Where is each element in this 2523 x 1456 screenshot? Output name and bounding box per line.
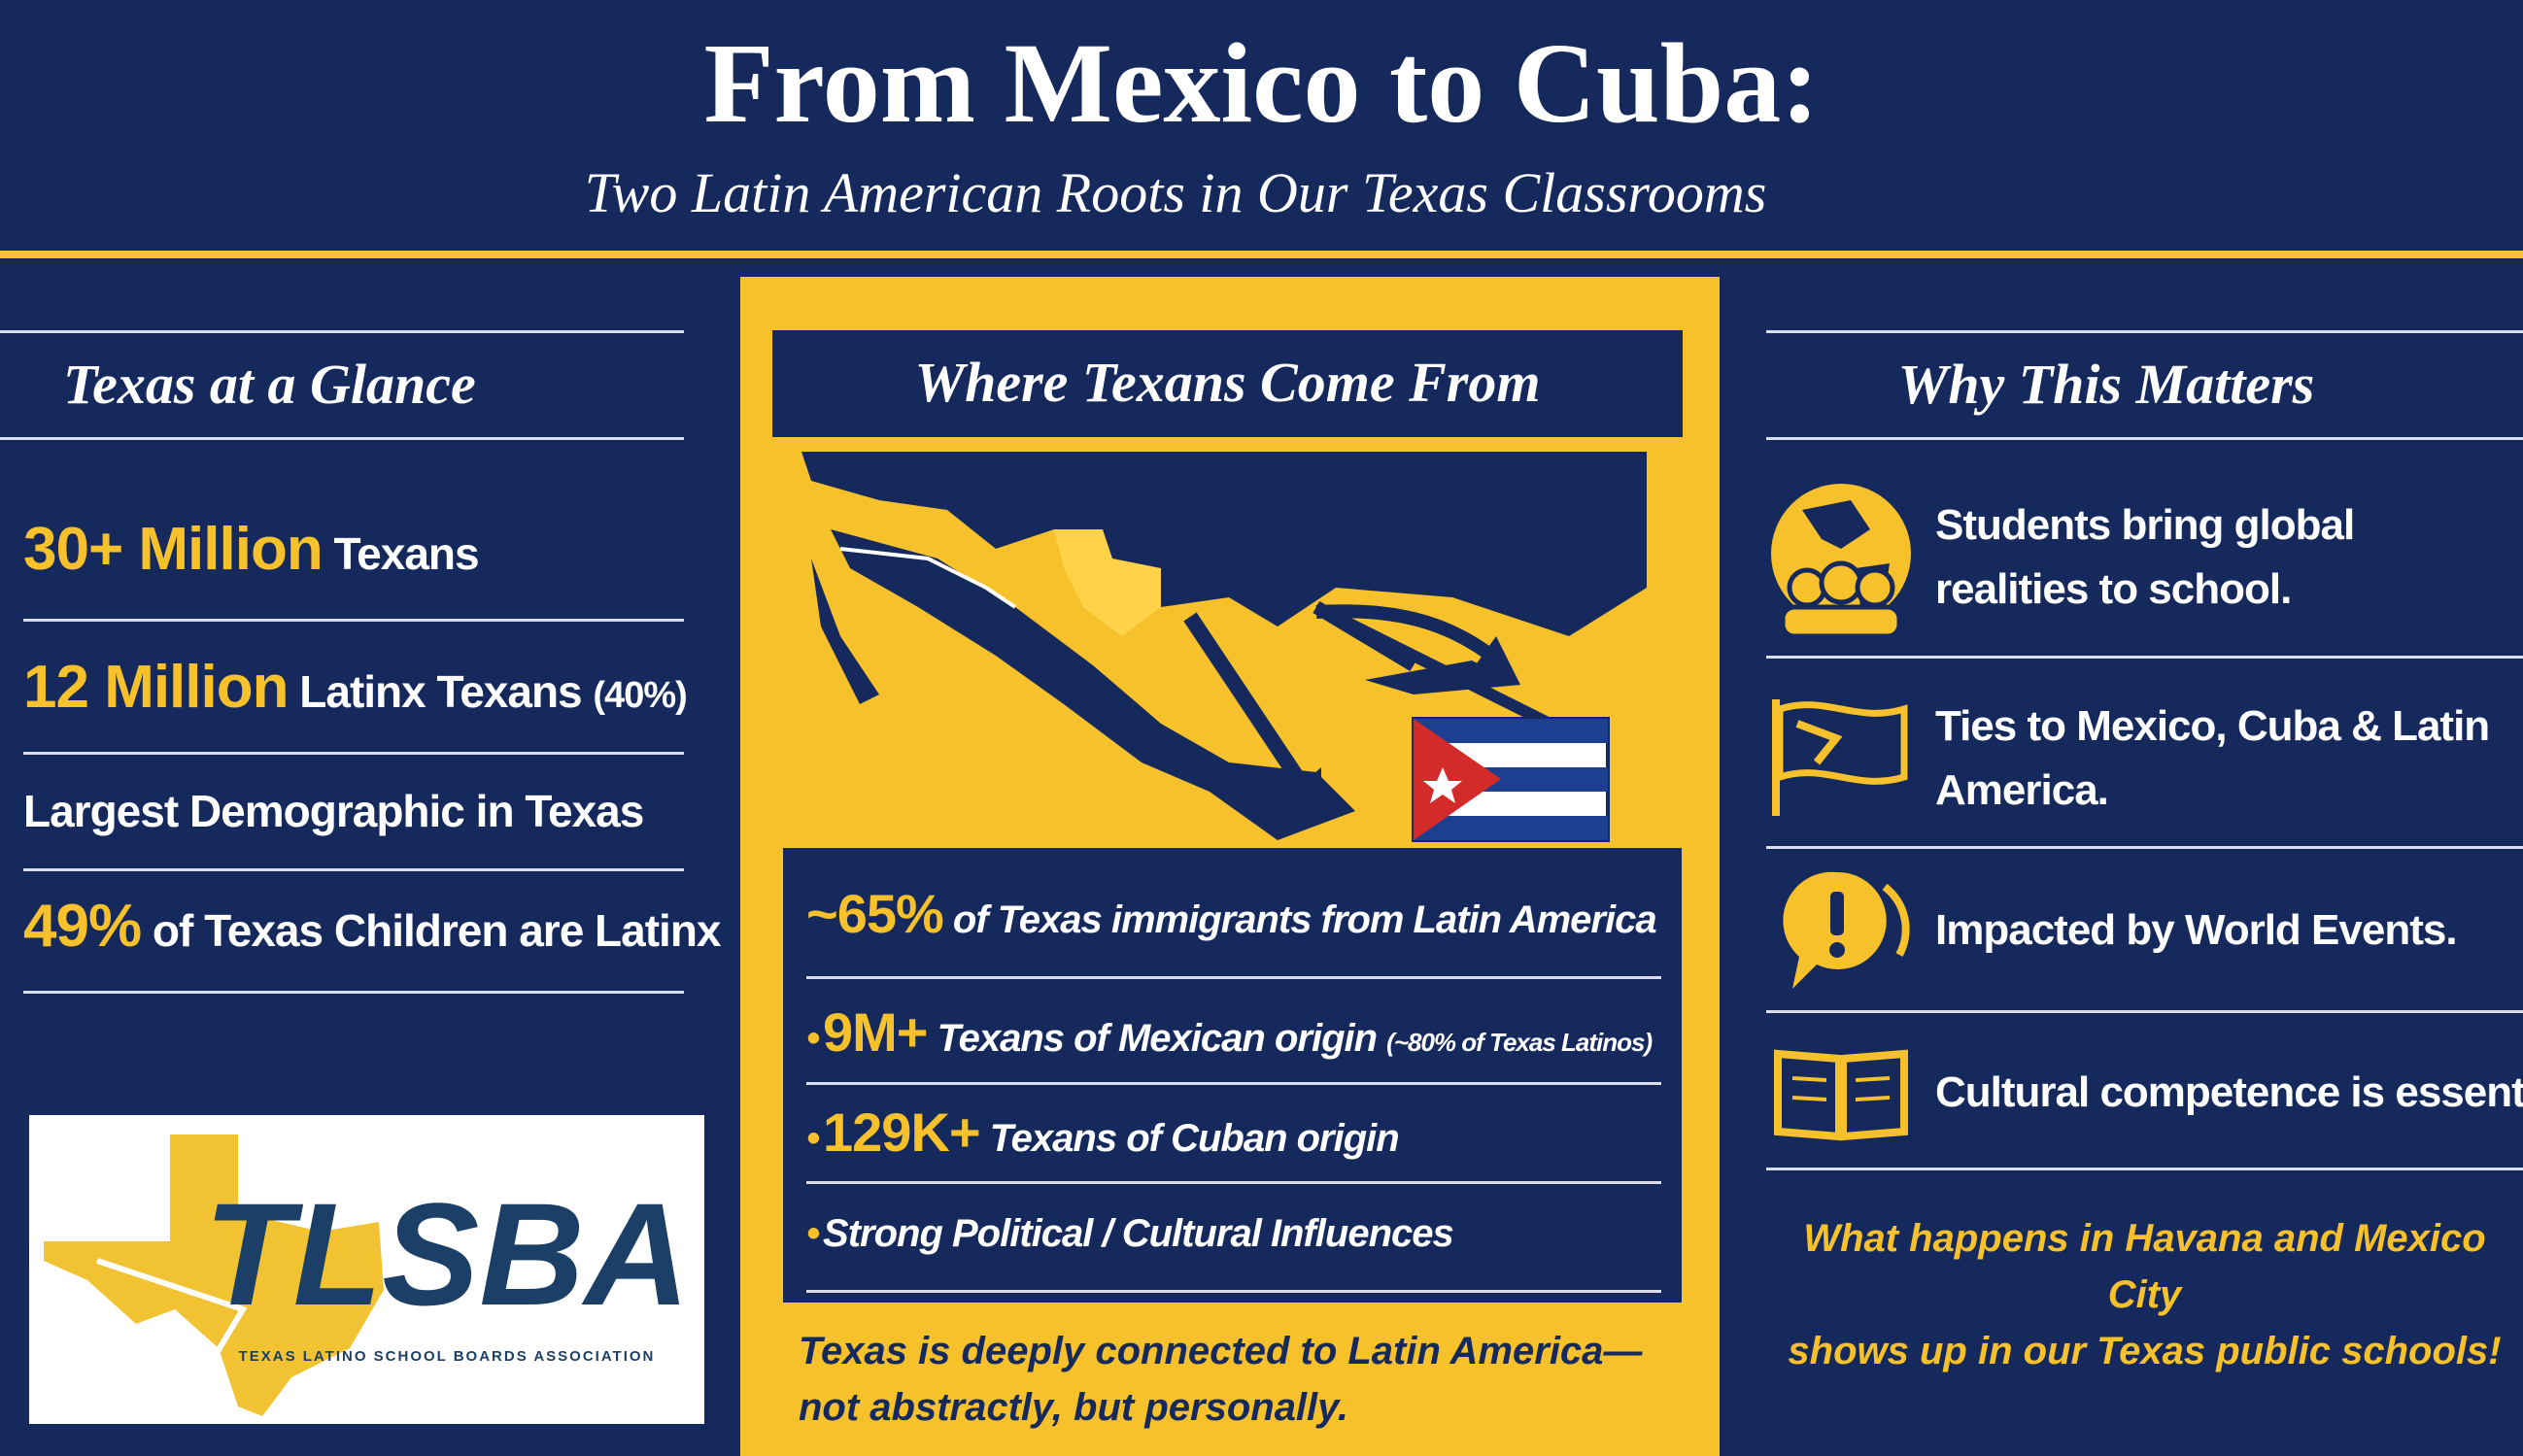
stat-text: of Texas immigrants from Latin America [952,898,1657,941]
exclamation [1830,892,1844,935]
closing-line: What happens in Havana and Mexico City [1803,1217,2486,1316]
person [1787,567,1827,608]
stat-highlight: 12 Million [23,654,289,721]
reason: Impacted by World Events. [1935,906,2458,954]
section-heading: Where Texans Come From [914,351,1541,414]
map-border [839,547,1017,609]
rule [23,868,684,871]
stat-text: Texans of Cuban origin [989,1117,1400,1160]
subtitle: Two Latin American Roots in Our Texas Cl… [584,161,1767,224]
rule [23,991,684,994]
title: From Mexico to Cuba: [703,19,1820,147]
stat: 49% of Texas Children are Latinx [23,892,722,961]
people-base [1780,604,1902,639]
heading-box [772,330,1683,437]
origin-stat: 9M+ Texans of Mexican origin (~80% of Te… [806,1000,1681,1064]
book-icon [1774,1049,1908,1141]
logo-tagline: TEXAS LATINO SCHOOL BOARDS ASSOCIATION [239,1348,656,1365]
arrow [1313,601,1572,739]
arrow [1183,612,1313,796]
origin-stat: Strong Political / Cultural Influences [806,1212,1681,1256]
flag-mark [1795,720,1843,765]
closing-line: shows up in our Texas public schools! [1788,1330,2502,1372]
rule [1766,1010,2523,1013]
arrow [1315,604,1496,661]
rule [0,437,684,440]
exclamation-dot [1829,942,1845,958]
book [1774,1049,1908,1141]
map-texas [1054,529,1161,636]
stat-highlight: ~65% [806,883,944,944]
rule [1766,656,2523,659]
cuba-flag [1412,717,1610,842]
footer-line: not abstractly, but personally. [799,1386,1349,1429]
texas-shape [44,1134,384,1416]
stat-note: (~80% of Texas Latinos) [1386,1028,1653,1057]
rule [23,619,684,622]
stat: 30+ Million Texans [23,515,703,584]
logo-swoosh [96,1258,248,1360]
flagpole [1772,699,1780,816]
reason: Cultural competence is essential. [1935,1068,2523,1116]
flag-cloth [1776,701,1908,785]
stat-highlight: 49% [23,893,142,960]
stat-text: of Texas Children are Latinx [152,905,722,956]
stat-note: (40%) [593,675,687,716]
stat-text: Texans of Mexican origin [937,1017,1378,1060]
map [801,452,1647,842]
rule [23,752,684,755]
logo: TLSBA TEXAS LATINO SCHOOL BOARDS ASSOCIA… [29,1115,704,1424]
logo-graphic: TLSBA TEXAS LATINO SCHOOL BOARDS ASSOCIA… [44,1134,690,1416]
map-baja [811,559,879,704]
flag-stripe [1414,719,1608,743]
person [1819,560,1863,605]
stat-text: Texans [333,528,479,579]
rule [1766,437,2523,440]
stat-text: Largest Demographic in Texas [23,786,644,836]
rule [806,1181,1661,1184]
origin-stat: ~65% of Texas immigrants from Latin Amer… [806,882,1681,945]
map-us [801,452,1647,636]
footer-line: Texas is deeply connected to Latin Ameri… [799,1330,1643,1372]
arrowhead [1472,636,1520,685]
stat-text: Latinx Texans [299,666,582,717]
stat: 12 Million Latinx Texans (40%) [23,653,703,722]
rule [1766,846,2523,849]
stat-highlight: 129K+ [823,1101,981,1163]
stat: Largest Demographic in Texas [23,785,703,837]
rule [1766,330,2523,333]
flag-stripe [1414,816,1608,840]
rule [806,1290,1661,1293]
closing: What happens in Havana and Mexico City sh… [1766,1210,2523,1379]
globe-icon [1771,484,1911,639]
section-heading: Texas at a Glance [63,353,476,416]
rule [806,1082,1661,1085]
section-heading: Why This Matters [1897,353,2315,416]
panel-footer: Texas is deeply connected to Latin Ameri… [799,1323,1712,1436]
rule [806,976,1661,979]
divider-stripe [0,251,2523,258]
arrowhead [1282,767,1321,816]
origin-stat: 129K+ Texans of Cuban origin [806,1100,1681,1164]
alert-icon [1783,871,1910,989]
stat-highlight: 30+ Million [23,516,324,583]
flag-triangle [1414,719,1501,840]
reason: Students bring global realities to schoo… [1935,501,2355,613]
flag-star [1423,767,1462,803]
person [1855,567,1895,608]
logo-name: TLSBA [204,1172,690,1336]
reason: Ties to Mexico, Cuba & Latin America. [1935,702,2490,814]
rule [0,330,684,333]
rule [1766,1168,2523,1170]
flag-icon [1772,699,1908,816]
signal-arc [1882,883,1910,957]
stat-text: Strong Political / Cultural Influences [823,1212,1454,1255]
stat-highlight: 9M+ [823,1001,928,1063]
map-mexico [831,529,1355,840]
book-lines [1791,1076,1891,1101]
